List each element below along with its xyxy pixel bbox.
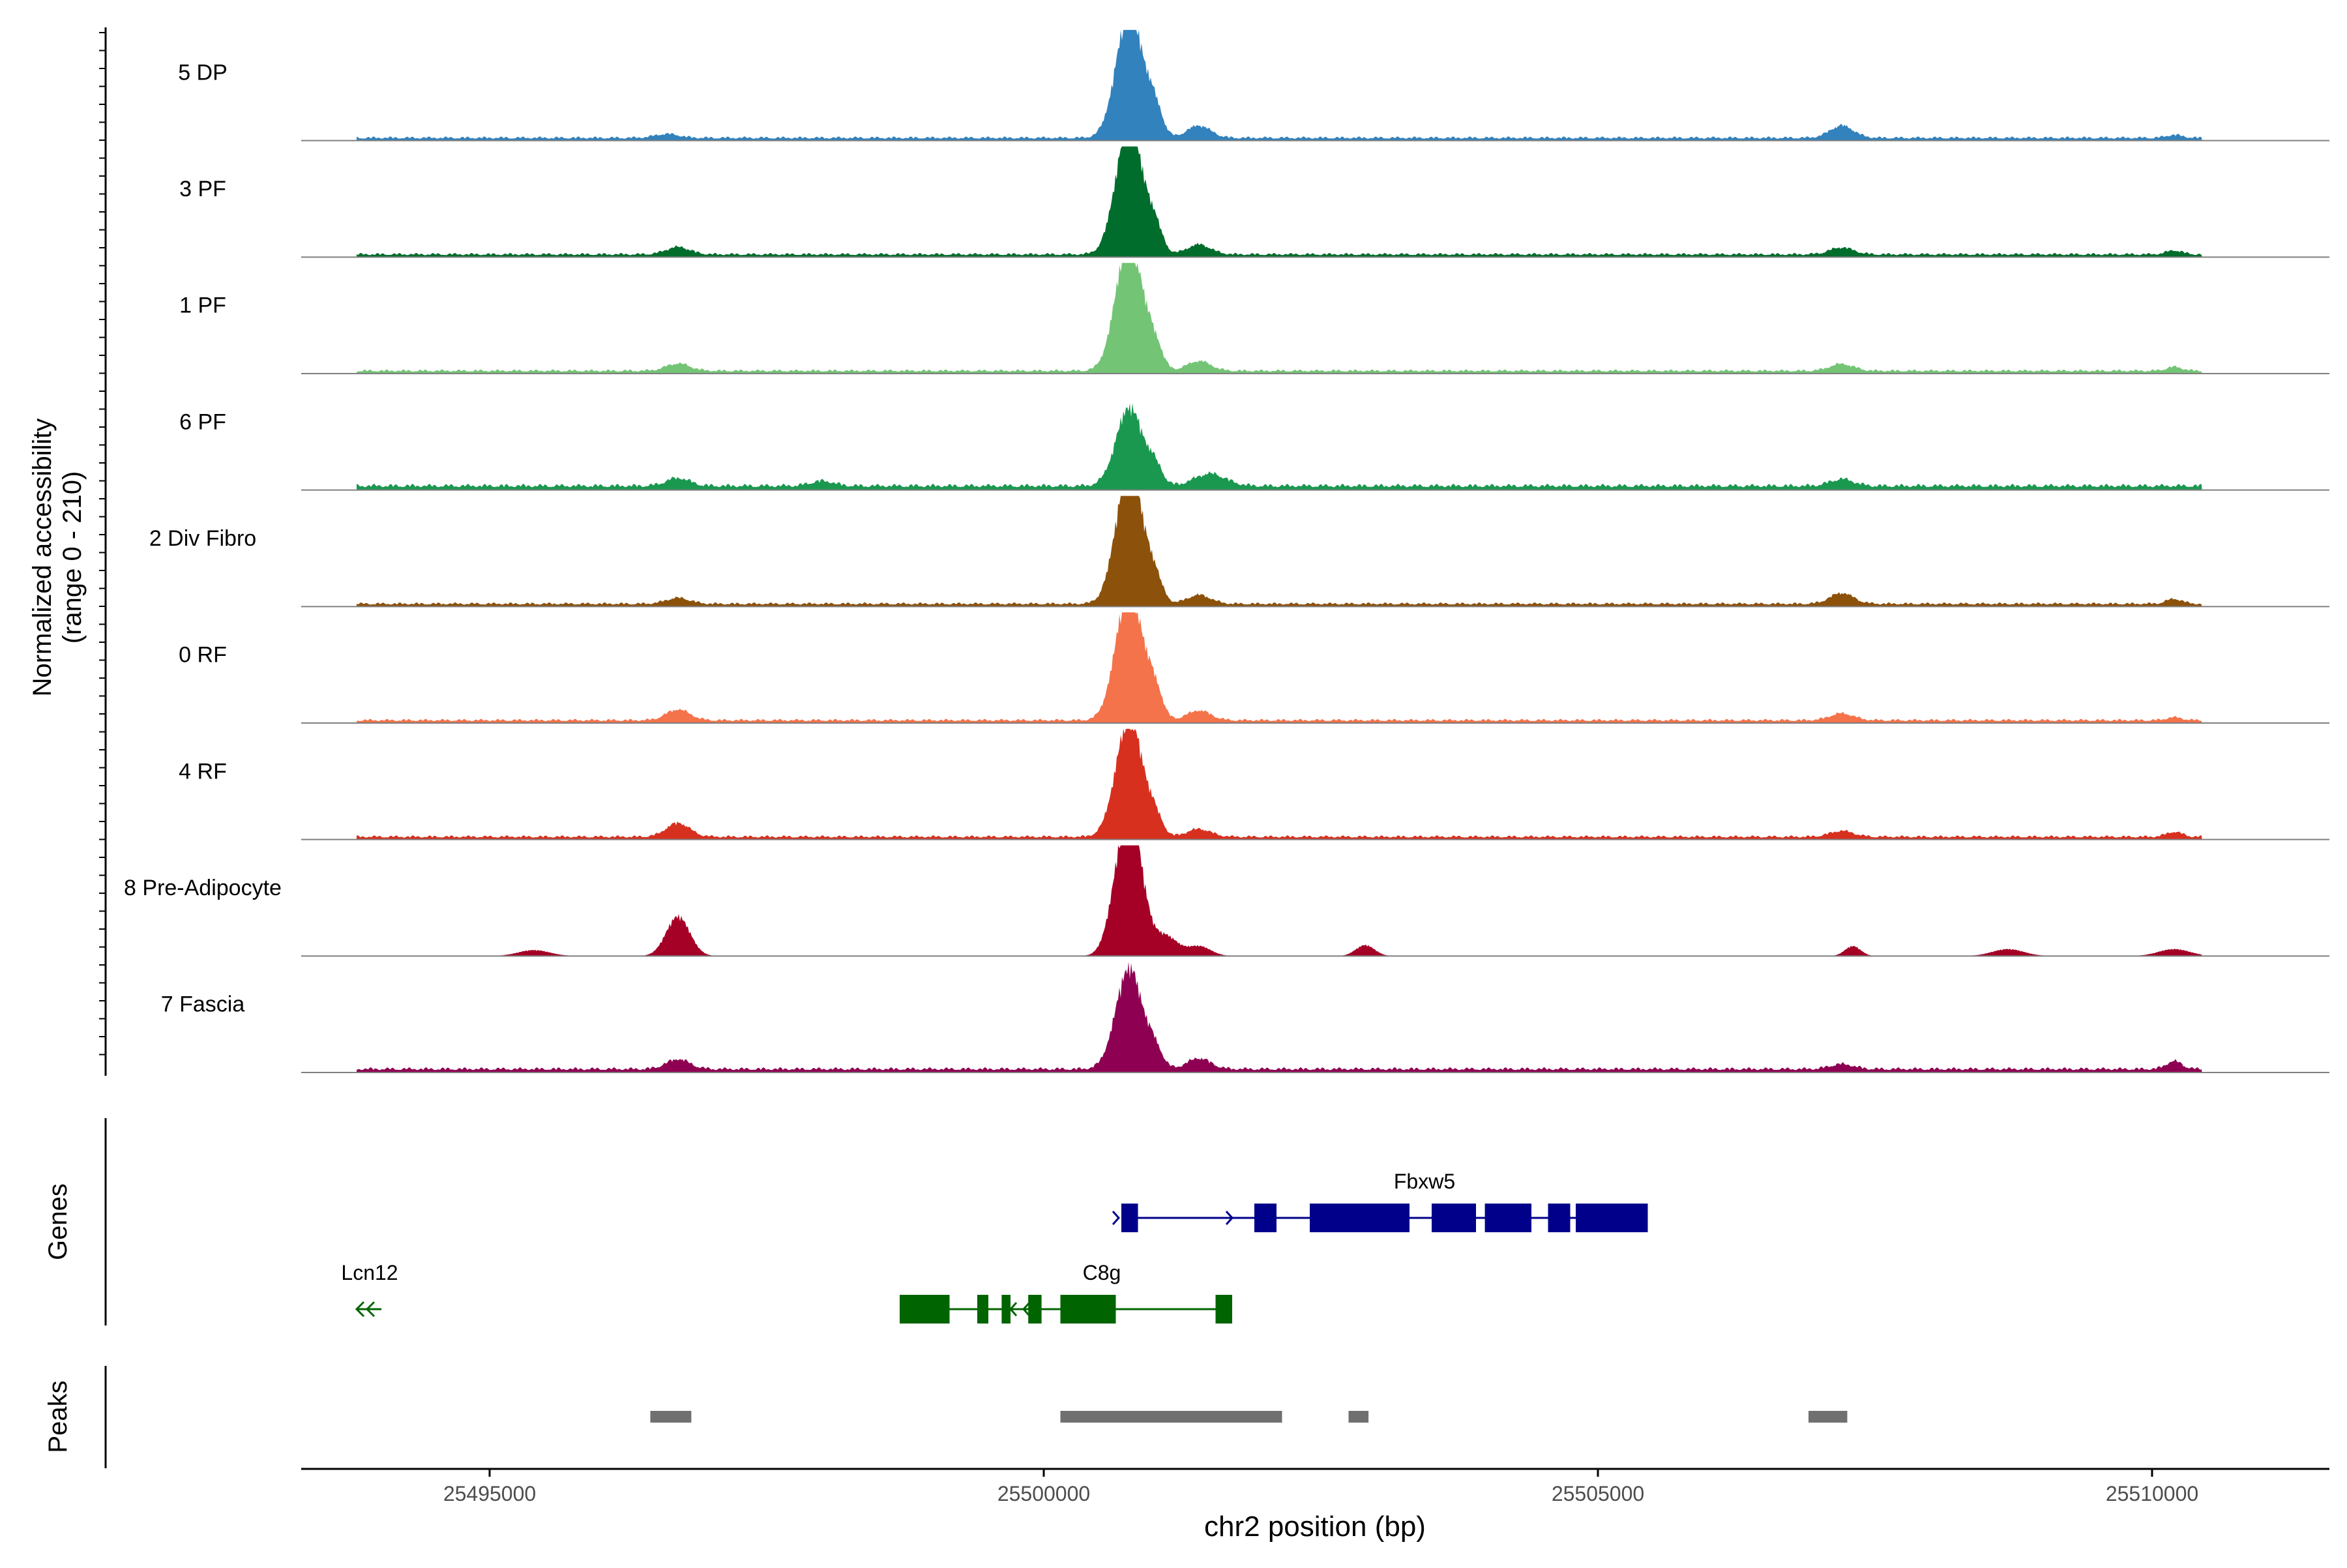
track-label-3-pf: 3 PF xyxy=(179,177,226,201)
gene-exon xyxy=(1576,1204,1648,1232)
coverage-area-1-pf xyxy=(357,263,2202,374)
gene-exon xyxy=(900,1295,950,1324)
gene-label-c8g: C8g xyxy=(1083,1261,1121,1284)
gene-lcn12: Lcn12 xyxy=(341,1261,398,1318)
track-label-0-rf: 0 RF xyxy=(179,643,227,668)
strand-arrow-icon xyxy=(355,1301,365,1318)
gene-exon xyxy=(1548,1204,1571,1232)
peak-region xyxy=(1808,1411,1848,1423)
y-axis-label-line1: Normalized accessibility xyxy=(28,419,57,697)
gene-annotations: Fbxw5 C8g Lcn12 xyxy=(341,1170,1648,1324)
track-label-4-rf: 4 RF xyxy=(179,759,227,784)
track-label-6-pf: 6 PF xyxy=(179,409,226,434)
y-axis-ticks xyxy=(99,32,106,1056)
strand-arrow-icon xyxy=(1225,1210,1234,1226)
peak-region xyxy=(1060,1411,1282,1423)
coverage-area-0-rf xyxy=(357,612,2202,723)
track-labels: 5 DP 3 PF 1 PF 6 PF 2 Div Fibro 0 RF 4 RF 8 Pre… xyxy=(124,60,282,1016)
gene-exon xyxy=(1060,1295,1116,1324)
peaks-axis-label: Peaks xyxy=(44,1380,72,1453)
gene-exon xyxy=(1028,1295,1042,1324)
coverage-area-4-rf xyxy=(357,728,2202,840)
peak-region xyxy=(1348,1411,1369,1423)
coverage-area-6-pf xyxy=(357,403,2202,490)
track-label-5-dp: 5 DP xyxy=(178,60,228,85)
gene-label-fbxw5: Fbxw5 xyxy=(1394,1170,1455,1193)
strand-arrow-icon xyxy=(1112,1210,1121,1226)
gene-c8g: C8g xyxy=(900,1261,1232,1324)
gene-exon xyxy=(1310,1204,1410,1232)
x-axis-label: chr2 position (bp) xyxy=(1204,1511,1426,1543)
y-axis-label-line2: (range 0 - 210) xyxy=(58,471,87,644)
coverage-tracks xyxy=(301,29,2329,1073)
gene-label-lcn12: Lcn12 xyxy=(341,1261,398,1284)
coverage-area-2-div-fibro xyxy=(357,496,2202,607)
x-tick-label: 25495000 xyxy=(443,1482,536,1505)
strand-arrow-icon xyxy=(365,1301,376,1318)
gene-fbxw5: Fbxw5 xyxy=(1112,1170,1648,1232)
track-label-8-pre-adipocyte: 8 Pre-Adipocyte xyxy=(124,876,282,900)
strand-arrow-icon xyxy=(1022,1301,1031,1317)
peak-region xyxy=(650,1411,692,1423)
gene-exon xyxy=(1432,1204,1476,1232)
coverage-area-5-dp xyxy=(357,29,2202,141)
track-label-1-pf: 1 PF xyxy=(179,293,226,318)
peak-regions xyxy=(650,1411,1848,1423)
x-tick-label: 25510000 xyxy=(2106,1482,2198,1505)
x-tick-label: 25500000 xyxy=(997,1482,1090,1505)
gene-exon xyxy=(1254,1204,1277,1232)
track-label-7-fascia: 7 Fascia xyxy=(161,992,245,1017)
strand-arrow-icon xyxy=(1009,1301,1018,1317)
track-label-2-div-fibro: 2 Div Fibro xyxy=(149,526,256,551)
x-tick-label: 25505000 xyxy=(1552,1482,1644,1505)
gene-exon xyxy=(1001,1295,1011,1324)
coverage-area-7-fascia xyxy=(357,962,2202,1072)
coverage-area-8-pre-adipocyte xyxy=(357,845,2202,956)
gene-exon xyxy=(977,1295,988,1324)
gene-exon xyxy=(1121,1204,1138,1232)
genes-axis-label: Genes xyxy=(44,1183,72,1260)
coverage-area-3-pf xyxy=(357,146,2202,258)
x-axis-ticks: 25495000 25500000 25505000 25510000 xyxy=(443,1469,2198,1505)
gene-exon xyxy=(1484,1204,1531,1232)
gene-exon xyxy=(1215,1295,1232,1324)
